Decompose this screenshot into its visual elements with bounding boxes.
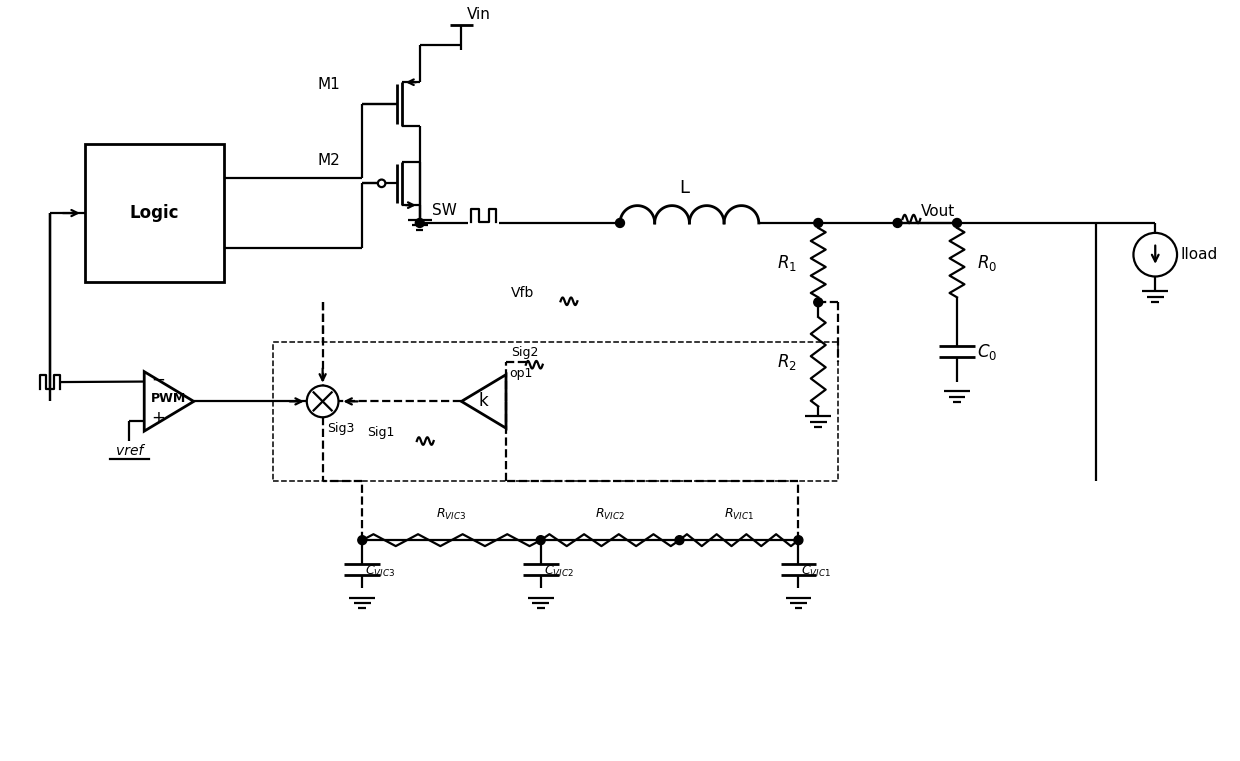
Text: $C_{VIC3}$: $C_{VIC3}$ <box>366 564 396 579</box>
Text: op1: op1 <box>508 367 532 380</box>
Text: $R_{VIC2}$: $R_{VIC2}$ <box>595 508 625 523</box>
Text: Sig1: Sig1 <box>367 426 394 439</box>
Text: $C_0$: $C_0$ <box>977 342 997 361</box>
Text: vref: vref <box>115 444 143 458</box>
Bar <box>273 342 838 481</box>
Text: M1: M1 <box>317 77 341 92</box>
Text: PWM: PWM <box>150 392 186 405</box>
Text: $R_1$: $R_1$ <box>776 253 796 272</box>
Circle shape <box>952 218 961 228</box>
Text: $+$: $+$ <box>151 409 165 427</box>
Text: M2: M2 <box>317 154 341 168</box>
Text: k: k <box>479 393 489 410</box>
Bar <box>84 144 223 282</box>
Text: Vin: Vin <box>467 7 491 22</box>
Text: $R_2$: $R_2$ <box>776 352 796 371</box>
Circle shape <box>536 536 546 545</box>
Text: $C_{VIC1}$: $C_{VIC1}$ <box>801 564 832 579</box>
Text: L: L <box>680 180 689 197</box>
Circle shape <box>615 218 625 228</box>
Circle shape <box>794 536 802 545</box>
Text: Sig3: Sig3 <box>327 422 355 435</box>
Text: $R_0$: $R_0$ <box>977 253 997 272</box>
Text: $R_{VIC1}$: $R_{VIC1}$ <box>724 508 754 523</box>
Text: $R_{VIC3}$: $R_{VIC3}$ <box>436 508 466 523</box>
Text: $C_{VIC2}$: $C_{VIC2}$ <box>543 564 574 579</box>
Circle shape <box>813 298 822 307</box>
Text: Logic: Logic <box>129 204 179 222</box>
Circle shape <box>675 536 684 545</box>
Text: Iload: Iload <box>1180 247 1218 263</box>
Circle shape <box>893 218 901 228</box>
Text: Sig2: Sig2 <box>511 345 538 358</box>
Circle shape <box>813 218 822 228</box>
Circle shape <box>415 218 424 228</box>
Circle shape <box>358 536 367 545</box>
Text: Vfb: Vfb <box>511 286 534 301</box>
Text: $-$: $-$ <box>151 370 165 387</box>
Text: Vout: Vout <box>921 204 956 219</box>
Text: SW: SW <box>432 203 456 218</box>
